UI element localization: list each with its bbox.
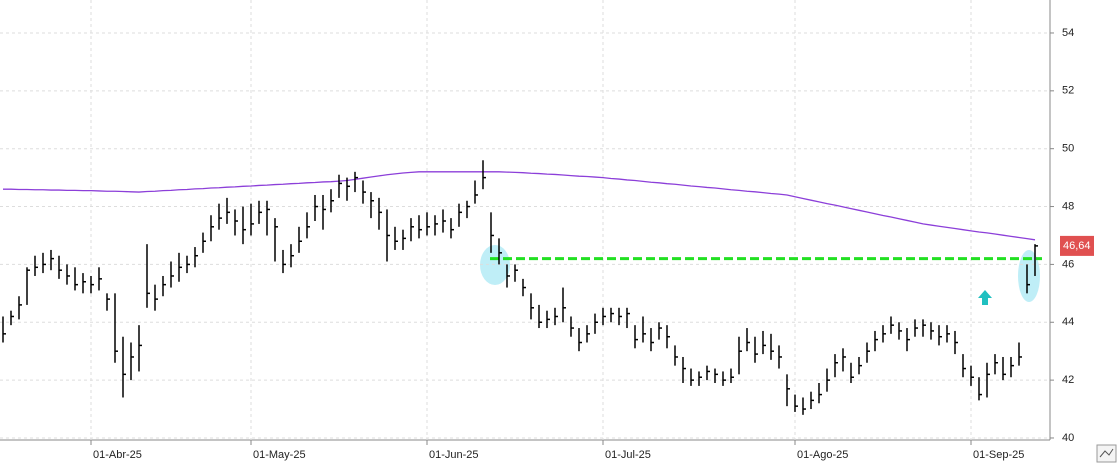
- y-tick-label: 52: [1062, 85, 1074, 97]
- y-tick-label: 40: [1062, 432, 1074, 444]
- y-tick-label: 48: [1062, 200, 1074, 212]
- moving-average: [3, 171, 1036, 241]
- settings-icon[interactable]: [1096, 444, 1117, 463]
- y-tick-label: 50: [1062, 143, 1074, 155]
- x-tick-label: 01-Abr-25: [93, 449, 142, 461]
- highlight: [480, 245, 510, 285]
- x-tick-label: 01-Ago-25: [797, 449, 848, 461]
- up-arrow: [978, 290, 992, 305]
- price-tag: [1060, 235, 1094, 256]
- y-tick-label: 46: [1062, 258, 1074, 270]
- x-tick-label: 01-Jun-25: [429, 449, 479, 461]
- x-tick-label: 01-Jul-25: [605, 449, 651, 461]
- price-tag-label: 46,64: [1063, 240, 1091, 252]
- y-tick-label: 54: [1062, 27, 1074, 39]
- x-tick-label: 01-Sep-25: [973, 449, 1024, 461]
- y-tick-label: 44: [1062, 316, 1074, 328]
- x-tick-label: 01-May-25: [253, 449, 306, 461]
- y-tick-label: 42: [1062, 374, 1074, 386]
- icon-glyph: [1099, 448, 1114, 458]
